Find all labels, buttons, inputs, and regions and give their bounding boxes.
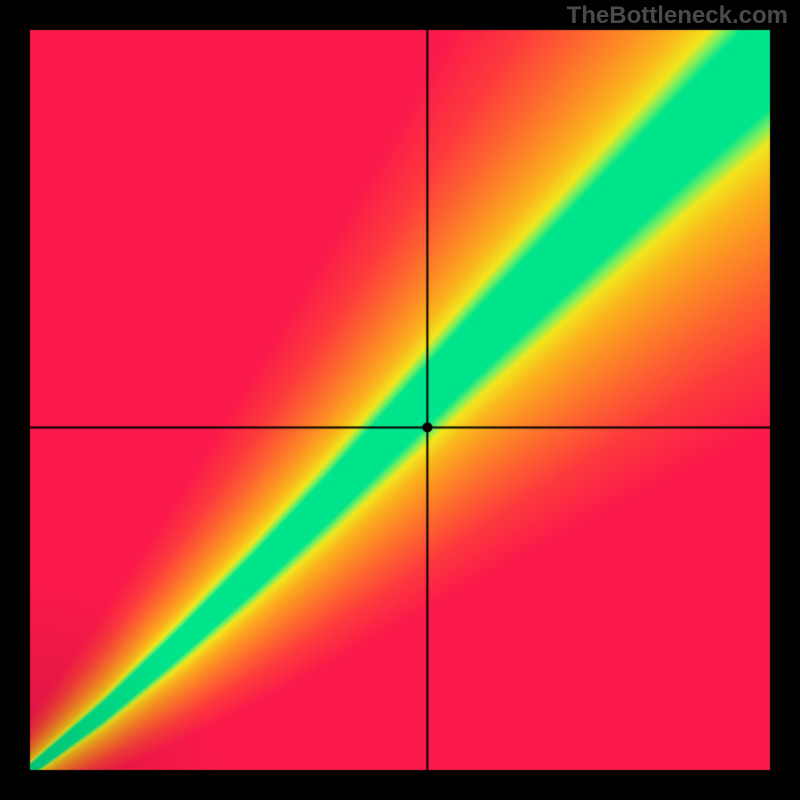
heatmap-canvas <box>0 0 800 800</box>
watermark-text: TheBottleneck.com <box>567 2 788 30</box>
chart-container: TheBottleneck.com <box>0 0 800 800</box>
